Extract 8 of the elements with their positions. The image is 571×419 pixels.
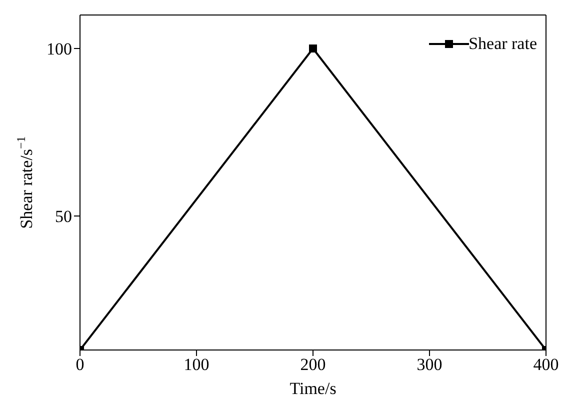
x-tick-label: 400 bbox=[533, 355, 559, 374]
x-axis-title: Time/s bbox=[290, 379, 336, 398]
x-tick-label: 200 bbox=[300, 355, 326, 374]
x-tick-label: 300 bbox=[416, 355, 442, 374]
x-tick-label: 100 bbox=[184, 355, 210, 374]
x-tick-label: 0 bbox=[76, 355, 84, 374]
legend-label: Shear rate bbox=[468, 34, 537, 54]
y-tick-label: 50 bbox=[55, 207, 72, 226]
